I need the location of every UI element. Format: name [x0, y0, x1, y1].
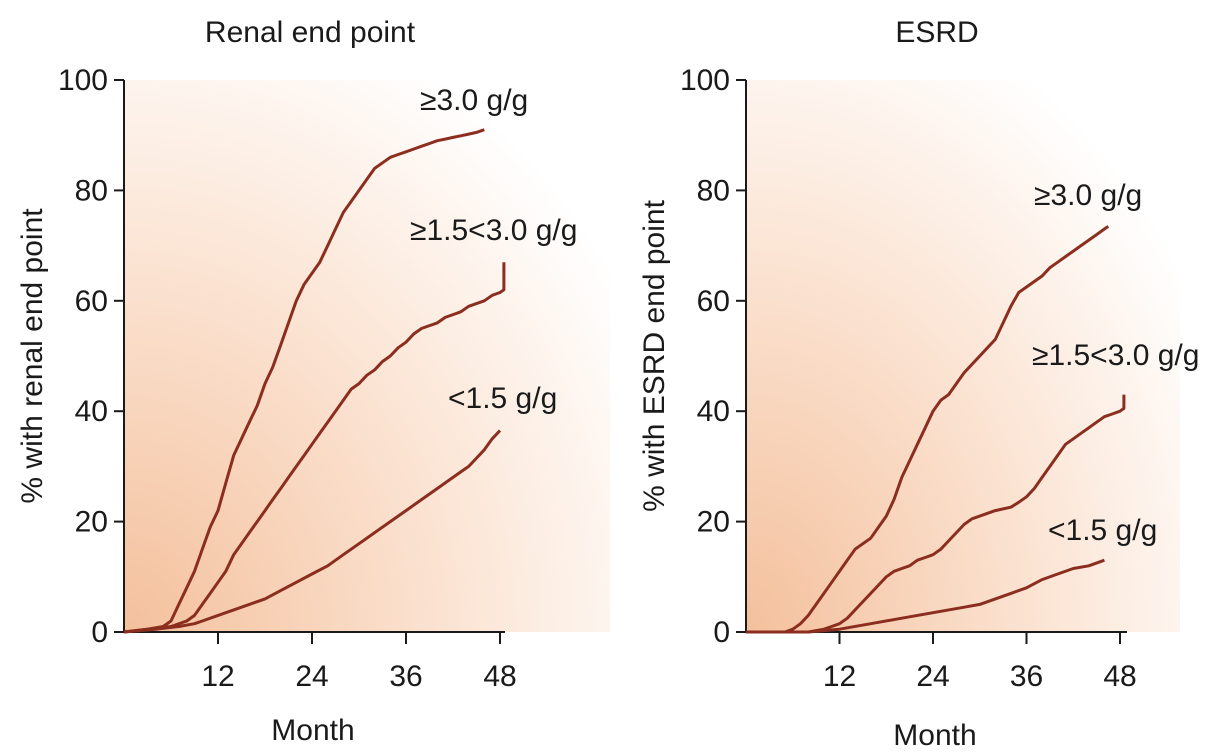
x-axis-title-esrd: Month — [893, 719, 976, 752]
y-tick-label: 100 — [58, 64, 108, 97]
x-tick-label: 24 — [295, 660, 328, 693]
y-tick-label: 20 — [75, 506, 108, 539]
series-line-esrd-1 — [746, 225, 1110, 634]
series-label-esrd-1: ≥3.0 g/g — [1034, 179, 1142, 212]
plot-background-esrd — [746, 80, 1180, 632]
y-tick-label: 80 — [697, 174, 730, 207]
chart-panel-renal: Renal end point % with renal end point M… — [16, 16, 610, 747]
series-labels-renal: ≥3.0 g/g ≥1.5<3.0 g/g <1.5 g/g — [410, 84, 577, 415]
x-tick-label: 36 — [389, 660, 422, 693]
series-line-renal-1 — [123, 128, 485, 634]
x-tick-label: 24 — [916, 660, 949, 693]
chart-panel-esrd: ESRD % with ESRD end point Month 0 20 40 60… — [638, 16, 1199, 752]
series-line-renal-3 — [123, 429, 502, 634]
x-tick-label: 36 — [1010, 660, 1043, 693]
series-label-renal-3: <1.5 g/g — [448, 382, 557, 415]
chart-title-esrd: ESRD — [895, 16, 978, 49]
y-ticks-esrd: 0 20 40 60 80 100 — [680, 64, 746, 649]
y-tick-label: 100 — [680, 64, 730, 97]
y-tick-label: 60 — [75, 285, 108, 318]
x-tick-label: 12 — [201, 660, 234, 693]
chart-title-renal: Renal end point — [205, 16, 416, 49]
y-tick-label: 40 — [697, 395, 730, 428]
series-line-renal-2 — [123, 262, 506, 634]
x-ticks-renal: 12 24 36 48 — [201, 632, 517, 693]
y-tick-label: 20 — [697, 506, 730, 539]
series-labels-esrd: ≥3.0 g/g ≥1.5<3.0 g/g <1.5 g/g — [1032, 179, 1199, 547]
series-lines-renal — [123, 128, 506, 634]
y-tick-label: 60 — [697, 285, 730, 318]
y-ticks-renal: 0 20 40 60 80 100 — [58, 64, 124, 649]
x-tick-label: 48 — [483, 660, 516, 693]
y-tick-label: 0 — [91, 616, 108, 649]
series-label-renal-2: ≥1.5<3.0 g/g — [410, 214, 577, 247]
series-line-esrd-2 — [746, 394, 1126, 634]
series-label-esrd-3: <1.5 g/g — [1048, 514, 1157, 547]
plot-background-renal — [124, 80, 610, 632]
x-ticks-esrd: 12 24 36 48 — [823, 632, 1137, 693]
x-tick-label: 48 — [1103, 660, 1136, 693]
y-tick-label: 0 — [713, 616, 730, 649]
y-tick-label: 40 — [75, 395, 108, 428]
series-line-esrd-3 — [746, 558, 1105, 634]
y-tick-label: 80 — [75, 174, 108, 207]
series-lines-esrd — [746, 225, 1126, 634]
x-tick-label: 12 — [823, 660, 856, 693]
x-axis-title-renal: Month — [271, 714, 354, 747]
y-axis-title-esrd: % with ESRD end point — [638, 199, 671, 511]
y-axis-title-renal: % with renal end point — [16, 208, 49, 504]
series-label-esrd-2: ≥1.5<3.0 g/g — [1032, 339, 1199, 372]
series-label-renal-1: ≥3.0 g/g — [420, 84, 528, 117]
